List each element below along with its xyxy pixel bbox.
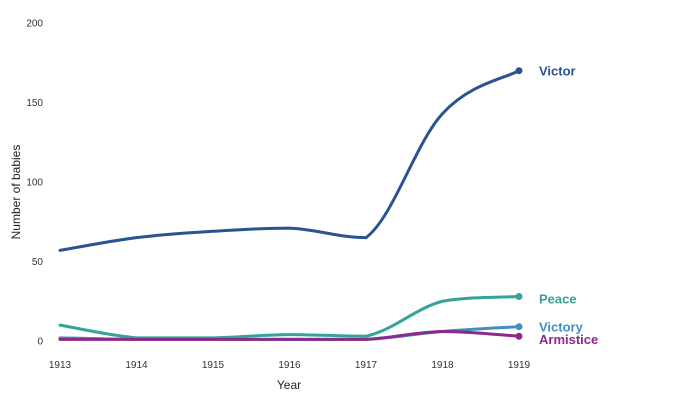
y-tick-label: 0: [37, 337, 43, 348]
x-tick-label: 1915: [202, 360, 225, 371]
end-point-armistice: [515, 332, 523, 340]
y-tick-label: 150: [26, 98, 43, 109]
y-tick-label: 100: [26, 178, 43, 189]
x-tick-label: 1916: [278, 360, 301, 371]
y-axis-title: Number of babies: [9, 145, 23, 240]
y-axis-ticks: 0 50 100 150 200: [26, 19, 43, 348]
series-line-peace: [58, 294, 521, 340]
x-axis-title: Year: [277, 378, 301, 392]
series-label-armistice: Armistice: [539, 332, 598, 347]
series-label-victor: Victor: [539, 64, 576, 79]
x-tick-label: 1913: [49, 360, 72, 371]
y-tick-label: 50: [32, 257, 44, 268]
series-line-victor: [58, 69, 521, 252]
end-point-victor: [515, 67, 523, 75]
x-tick-label: 1918: [431, 360, 454, 371]
x-axis-ticks: 1913 1914 1915 1916 1917 1918 1919: [49, 360, 531, 371]
x-tick-label: 1919: [508, 360, 531, 371]
series-end-points: [515, 67, 523, 340]
series-label-victory: Victory: [539, 320, 584, 335]
series-line-armistice: [58, 329, 521, 341]
series-lines: [58, 69, 521, 341]
series-label-peace: Peace: [539, 291, 577, 306]
x-tick-label: 1914: [125, 360, 148, 371]
end-point-victory: [515, 323, 523, 331]
y-tick-label: 200: [26, 19, 43, 30]
x-tick-label: 1917: [355, 360, 378, 371]
end-point-peace: [515, 292, 523, 300]
